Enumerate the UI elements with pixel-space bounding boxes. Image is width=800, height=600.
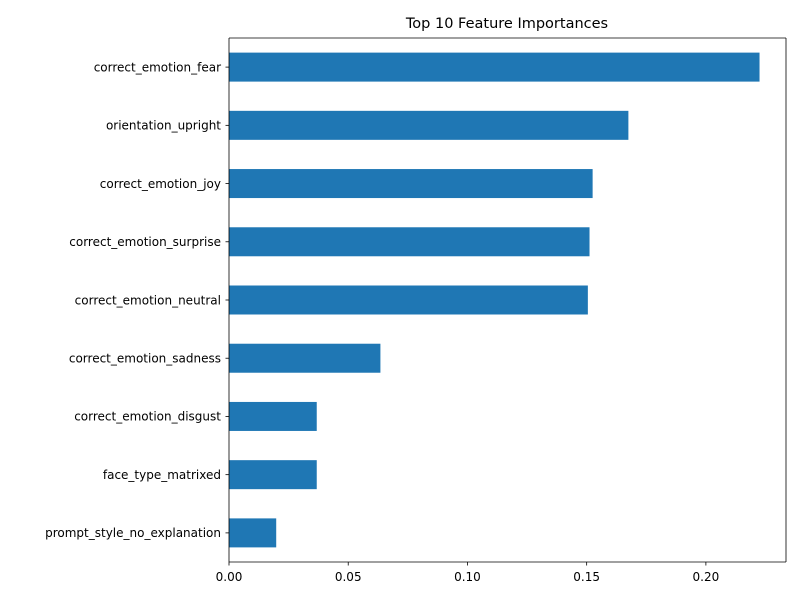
bar-face_type_matrixed [229,460,317,490]
y-tick-label: correct_emotion_joy [100,177,221,191]
bar-correct_emotion_disgust [229,401,317,431]
bar-prompt_style_no_explanation [229,518,277,548]
chart-title: Top 10 Feature Importances [405,16,608,32]
y-tick-label: face_type_matrixed [103,468,221,482]
x-tick-label: 0.20 [693,570,720,584]
y-tick-label: prompt_style_no_explanation [45,526,221,540]
y-axis-ticks: correct_emotion_fear orientation_uprightc… [45,60,229,540]
y-tick-label: correct_emotion_disgust [74,410,221,424]
y-tick-label: correct_emotion_surprise [69,235,221,249]
bars-layer [229,52,760,548]
axes-frame [228,37,787,563]
x-tick-label: 0.10 [454,570,481,584]
y-tick-label: orientation_upright [106,119,221,133]
bar-correct_emotion_joy [229,169,593,199]
bar-correct_emotion_sadness [229,343,381,373]
x-tick-label: 0.05 [335,570,362,584]
bar-orientation_upright [229,110,629,140]
x-axis-ticks: 0.00 0.05 0.10 0.15 0.20 [216,562,720,584]
bar-correct_emotion_surprise [229,227,590,257]
bar-correct_emotion_fear [229,52,760,82]
y-tick-label: correct_emotion_fear [94,60,221,74]
x-tick-label: 0.00 [216,570,243,584]
y-tick-label: correct_emotion_sadness [69,352,221,366]
y-tick-label: correct_emotion_neutral [75,293,221,307]
bar-correct_emotion_neutral [229,285,588,315]
x-tick-label: 0.15 [573,570,600,584]
